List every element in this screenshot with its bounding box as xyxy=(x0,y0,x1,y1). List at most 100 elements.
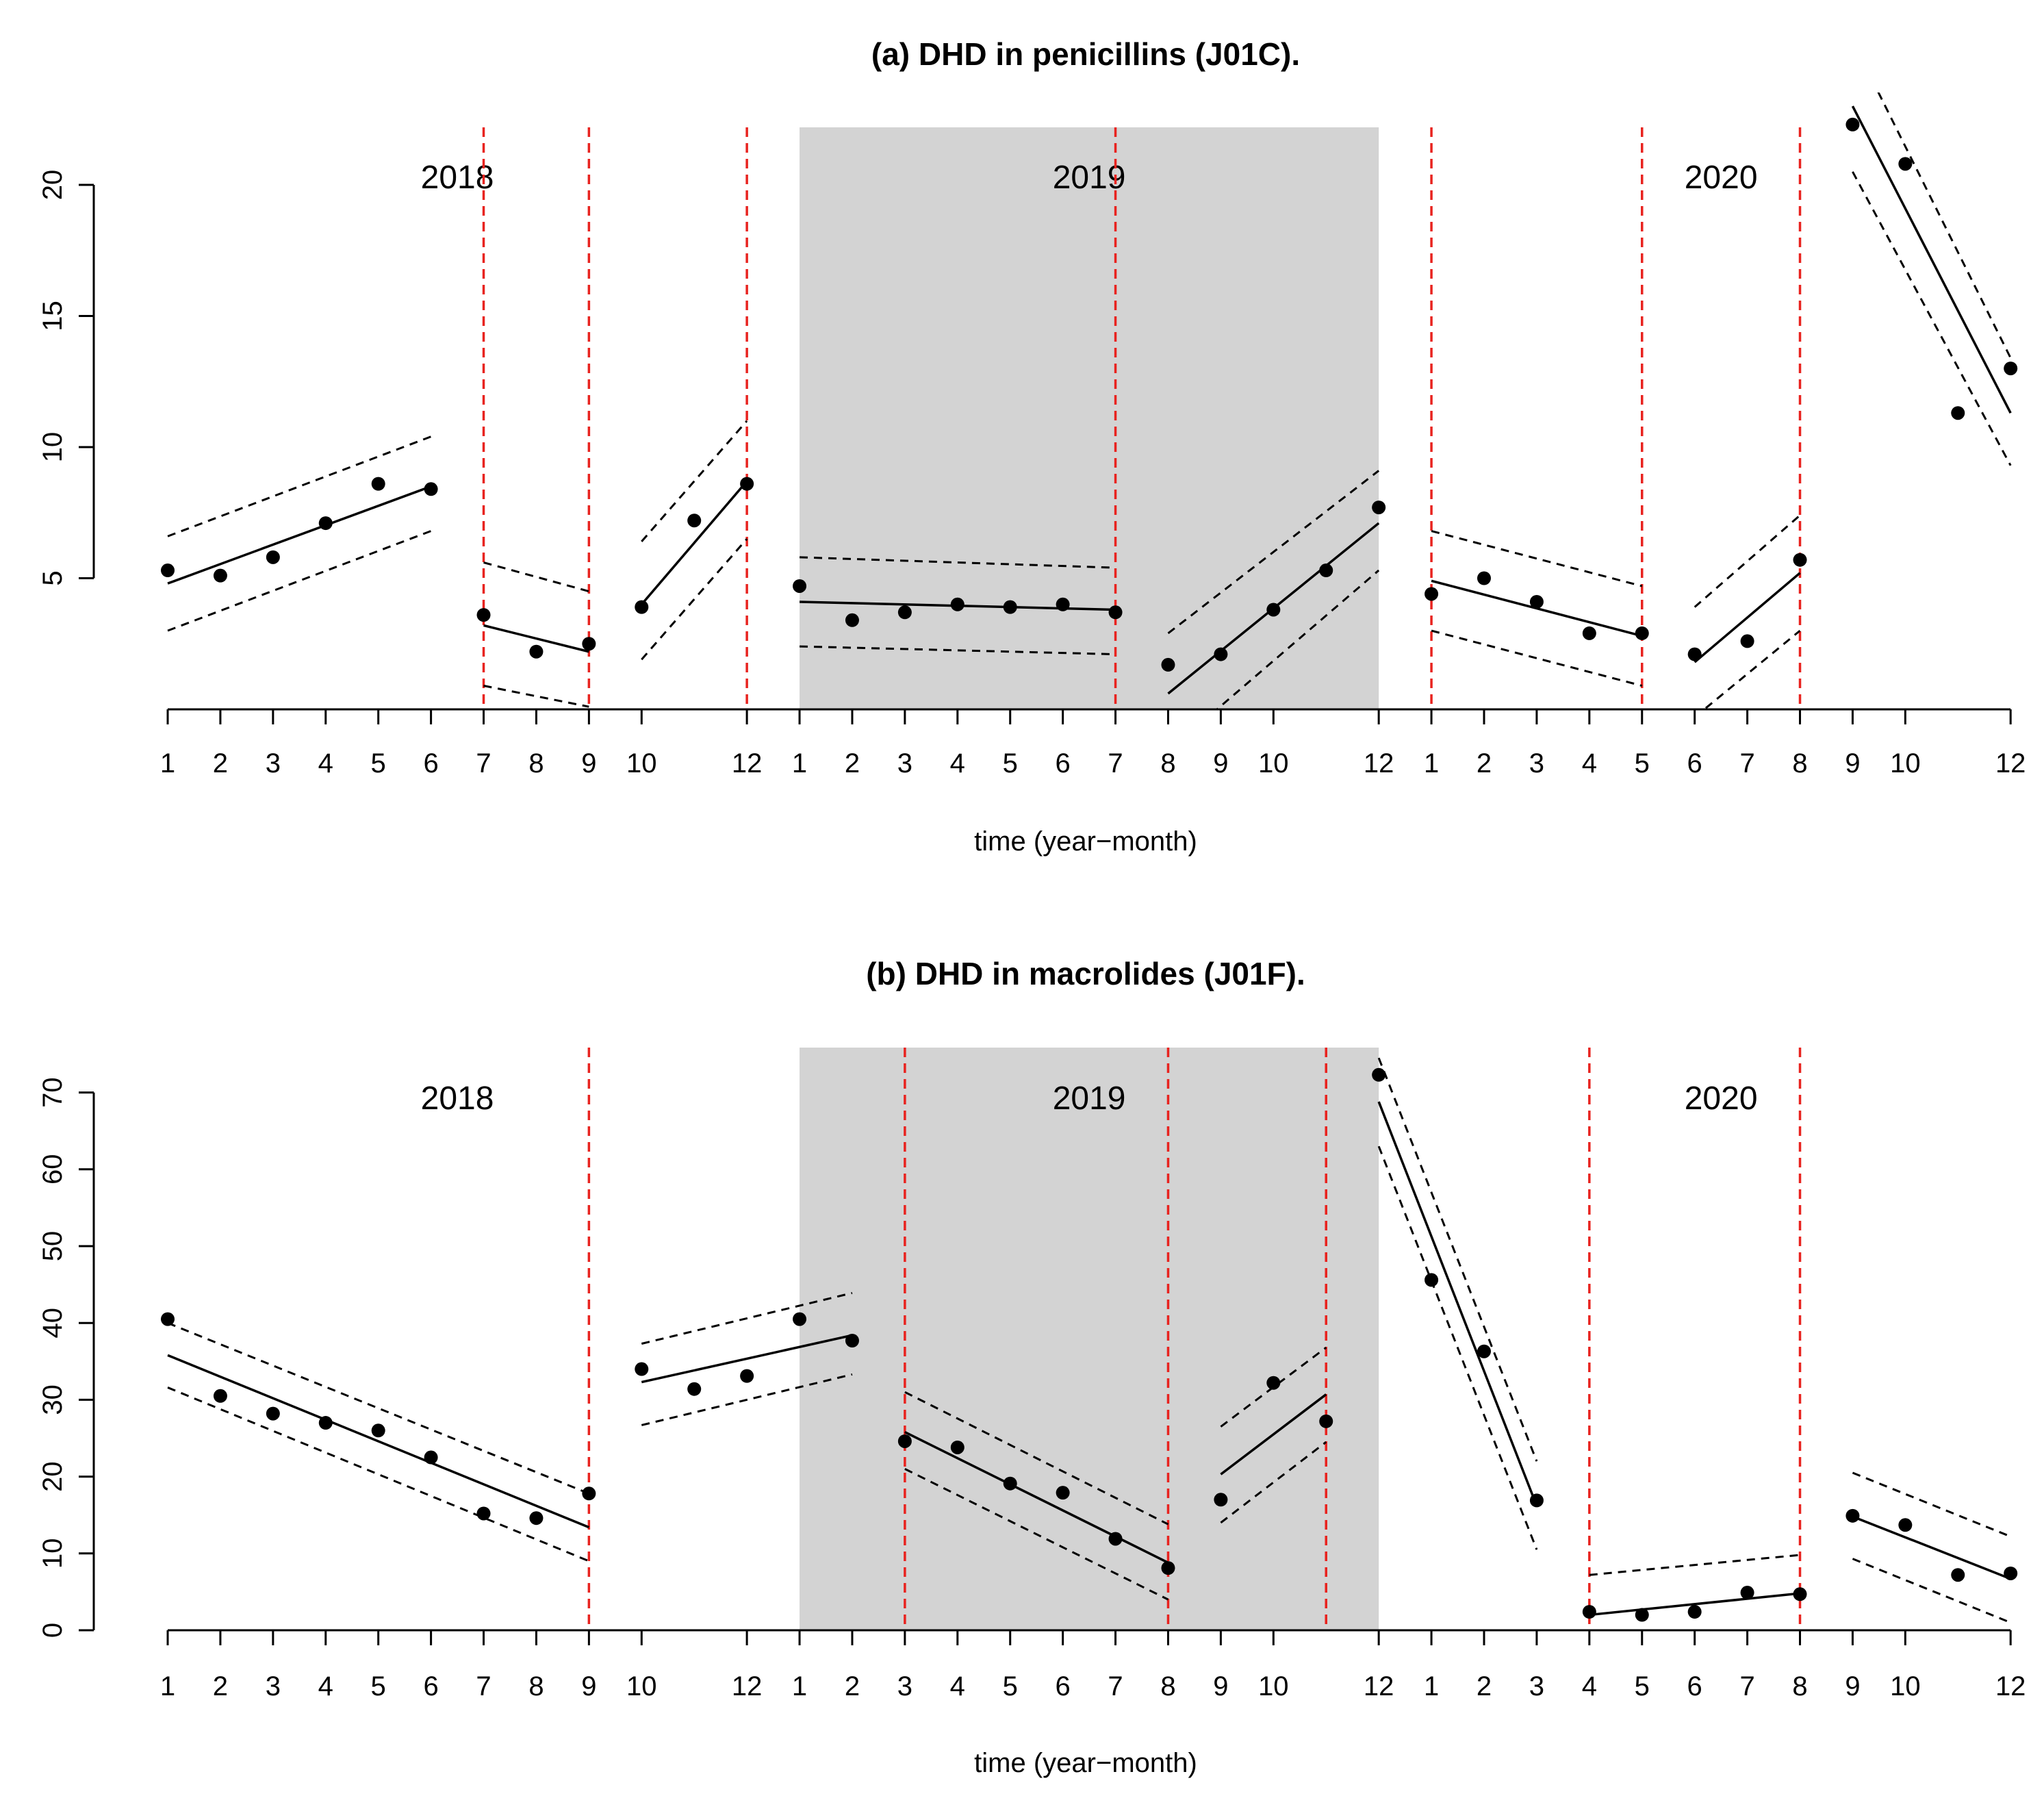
data-point xyxy=(2004,1566,2018,1580)
data-point xyxy=(1161,657,1175,672)
data-point xyxy=(424,1450,438,1465)
data-point xyxy=(1582,1605,1596,1619)
ci-lower-line xyxy=(1852,171,2012,466)
ci-upper-line xyxy=(1167,470,1380,635)
fit-line xyxy=(640,480,748,605)
ci-upper-line xyxy=(641,1291,853,1345)
x-tick-label: 12 xyxy=(1364,748,1394,778)
x-tick-label: 8 xyxy=(528,748,544,778)
x-tick-label: 1 xyxy=(160,748,175,778)
panel-b: (b) DHD in macrolides (J01F). time (year… xyxy=(38,956,2026,1778)
data-point xyxy=(1740,634,1754,648)
data-point xyxy=(582,637,596,651)
ci-upper-line xyxy=(1377,1057,1538,1462)
fit-line xyxy=(1851,105,2012,414)
panel-a-title: (a) DHD in penicillins (J01C). xyxy=(871,36,1300,72)
data-point xyxy=(1214,1493,1228,1507)
x-tick-label: 12 xyxy=(732,748,763,778)
fit-line xyxy=(167,485,432,585)
data-point xyxy=(582,1486,596,1501)
data-point xyxy=(1319,1414,1333,1428)
x-tick-label: 9 xyxy=(581,1671,596,1701)
x-tick-label: 4 xyxy=(950,748,965,778)
data-point xyxy=(1687,647,1702,661)
data-point xyxy=(161,1312,175,1326)
data-point xyxy=(1425,587,1439,601)
x-tick-label: 2 xyxy=(213,748,228,778)
x-tick-label: 3 xyxy=(266,748,281,778)
data-point xyxy=(897,605,912,620)
year-label-2020: 2020 xyxy=(1685,1080,1758,1117)
data-point xyxy=(845,613,859,627)
data-point xyxy=(1108,1532,1123,1546)
x-tick-label: 4 xyxy=(1582,1671,1597,1701)
fit-line xyxy=(483,624,589,653)
data-point xyxy=(845,1334,859,1348)
data-point xyxy=(318,1416,333,1430)
panel-b-title: (b) DHD in macrolides (J01F). xyxy=(866,956,1305,991)
ci-lower-line xyxy=(904,1468,1169,1601)
x-tick-label: 5 xyxy=(1635,1671,1650,1701)
x-tick-label: 6 xyxy=(1056,748,1071,778)
ci-upper-line xyxy=(167,1321,589,1495)
ci-upper-line xyxy=(167,435,432,537)
x-tick-label: 9 xyxy=(581,748,596,778)
data-point xyxy=(1056,597,1070,611)
x-tick-label: 10 xyxy=(1890,748,1921,778)
data-point xyxy=(529,1511,544,1525)
x-tick-label: 9 xyxy=(1845,1671,1860,1701)
x-tick-label: 5 xyxy=(1635,748,1650,778)
x-tick-label: 10 xyxy=(1890,1671,1921,1701)
year-label-2019: 2019 xyxy=(1053,160,1126,196)
data-point xyxy=(1635,626,1649,640)
ci-lower-line xyxy=(1431,629,1643,687)
x-tick-label: 4 xyxy=(950,1671,965,1701)
x-tick-label: 6 xyxy=(423,748,438,778)
y-tick-label: 20 xyxy=(38,170,68,201)
panel-b-x-axis-title: time (year−month) xyxy=(974,1748,1197,1778)
ci-lower-line xyxy=(641,538,748,661)
data-point xyxy=(1793,1587,1807,1601)
data-point xyxy=(2004,362,2018,376)
year-label-2020: 2020 xyxy=(1685,160,1758,196)
data-point xyxy=(1003,600,1017,614)
data-point xyxy=(213,568,227,583)
fit-line xyxy=(1694,572,1801,663)
x-tick-label: 4 xyxy=(318,1671,333,1701)
ci-lower-line xyxy=(1220,1441,1327,1524)
y-tick-label: 70 xyxy=(38,1077,68,1108)
ci-lower-line xyxy=(1377,1145,1538,1550)
data-point xyxy=(740,477,754,491)
fit-line xyxy=(1377,1101,1538,1506)
data-point xyxy=(1477,571,1491,585)
data-point xyxy=(1319,564,1333,578)
data-point xyxy=(476,608,491,622)
data-point xyxy=(1477,1344,1491,1358)
x-tick-label: 5 xyxy=(371,748,386,778)
ci-upper-line xyxy=(1220,1346,1327,1428)
data-point xyxy=(1898,1518,1913,1532)
ci-upper-line xyxy=(1431,530,1643,587)
data-point xyxy=(1056,1486,1070,1500)
ci-upper-line xyxy=(641,420,748,542)
x-tick-label: 6 xyxy=(1687,748,1702,778)
year-label-2018: 2018 xyxy=(421,1080,494,1117)
data-point xyxy=(213,1389,227,1403)
y-tick-label: 10 xyxy=(38,432,68,463)
data-point xyxy=(1425,1273,1439,1287)
data-point xyxy=(266,1406,280,1421)
data-point xyxy=(1372,1067,1386,1082)
x-tick-label: 9 xyxy=(1213,1671,1228,1701)
shaded-region-2019 xyxy=(800,1048,1379,1630)
ci-lower-line xyxy=(800,645,1116,656)
x-tick-label: 1 xyxy=(1424,748,1439,778)
x-tick-label: 10 xyxy=(626,748,657,778)
x-tick-label: 6 xyxy=(423,1671,438,1701)
data-point xyxy=(635,600,649,614)
x-tick-label: 1 xyxy=(792,1671,807,1701)
ci-upper-line xyxy=(1589,1554,1800,1576)
data-point xyxy=(161,564,175,578)
data-point xyxy=(1898,157,1913,171)
ci-lower-line xyxy=(167,530,432,632)
x-tick-label: 8 xyxy=(1160,1671,1175,1701)
